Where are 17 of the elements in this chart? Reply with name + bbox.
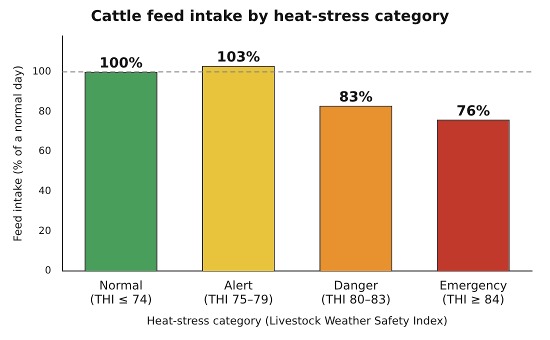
y-tick-label: 20 [38,226,52,237]
y-axis-title: Feed intake (% of a normal day) [11,65,24,242]
y-tick-label: 0 [44,266,52,277]
data-label: 103% [216,50,260,66]
x-tick-label: Danger (THI 80–83) [321,278,391,307]
x-tick-label: Alert (THI 75–79) [204,278,274,307]
x-axis-title: Heat-stress category (Livestock Weather Safety Index) [146,314,448,328]
y-tick-label: 40 [38,186,52,197]
data-label: 100% [99,55,143,72]
x-tick-label: Emergency (THI ≥ 84) [439,278,508,307]
y-tick-label: 100 [32,66,52,78]
y-tick-label: 60 [38,146,52,158]
chart-title: Cattle feed intake by heat-stress category [90,6,450,25]
data-label: 76% [456,103,490,120]
data-label: 83% [339,89,373,106]
x-tick-label: Normal (THI ≤ 74) [90,278,152,307]
y-tick-label: 80 [38,106,52,118]
